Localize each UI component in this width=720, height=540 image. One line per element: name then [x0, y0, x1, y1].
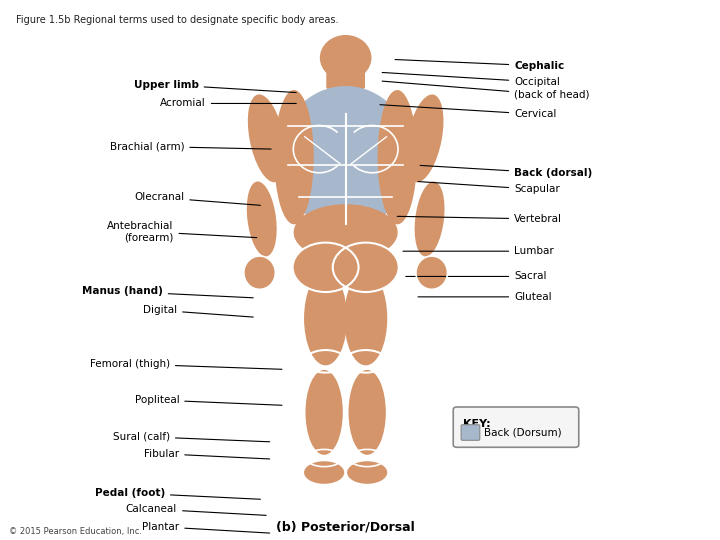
Ellipse shape	[347, 461, 387, 484]
Text: (b) Posterior/Dorsal: (b) Posterior/Dorsal	[276, 520, 415, 533]
Text: Popliteal: Popliteal	[135, 395, 282, 405]
Text: Back (Dorsum): Back (Dorsum)	[484, 427, 562, 437]
Text: Digital: Digital	[143, 305, 253, 317]
Ellipse shape	[377, 90, 417, 224]
Text: Figure 1.5b Regional terms used to designate specific body areas.: Figure 1.5b Regional terms used to desig…	[16, 15, 338, 25]
Text: Brachial (arm): Brachial (arm)	[109, 141, 271, 151]
Ellipse shape	[294, 204, 397, 261]
Text: Cephalic: Cephalic	[395, 59, 564, 71]
Text: Plantar: Plantar	[142, 522, 270, 533]
FancyBboxPatch shape	[326, 64, 365, 89]
Ellipse shape	[320, 35, 372, 80]
Text: © 2015 Pearson Education, Inc.: © 2015 Pearson Education, Inc.	[9, 527, 142, 536]
Text: Sacral: Sacral	[406, 272, 546, 281]
Text: Back (dorsal): Back (dorsal)	[420, 165, 593, 178]
Ellipse shape	[304, 271, 347, 366]
Ellipse shape	[348, 370, 386, 455]
Ellipse shape	[279, 86, 412, 228]
Text: (back of head): (back of head)	[382, 81, 590, 100]
FancyBboxPatch shape	[461, 425, 480, 440]
Ellipse shape	[415, 181, 444, 256]
Text: Cervical: Cervical	[380, 105, 557, 119]
Text: Occipital: Occipital	[382, 72, 560, 87]
Text: KEY:: KEY:	[462, 419, 490, 429]
Text: Acromial: Acromial	[160, 98, 296, 109]
Ellipse shape	[274, 90, 314, 224]
Text: Olecranal: Olecranal	[134, 192, 261, 205]
Text: Gluteal: Gluteal	[418, 292, 552, 302]
Text: Sural (calf): Sural (calf)	[113, 431, 270, 442]
Text: Lumbar: Lumbar	[403, 246, 554, 256]
Ellipse shape	[248, 94, 286, 183]
Text: Fibular: Fibular	[144, 449, 270, 459]
Ellipse shape	[244, 256, 275, 289]
Ellipse shape	[405, 94, 444, 183]
Ellipse shape	[304, 461, 344, 484]
Text: Upper limb: Upper limb	[134, 80, 296, 92]
Text: Antebrachial
(forearm): Antebrachial (forearm)	[107, 220, 257, 242]
Ellipse shape	[333, 242, 399, 292]
FancyBboxPatch shape	[453, 407, 579, 447]
Ellipse shape	[344, 271, 387, 366]
Ellipse shape	[247, 181, 276, 256]
Text: Scapular: Scapular	[418, 181, 560, 194]
Ellipse shape	[416, 256, 448, 289]
Text: Femoral (thigh): Femoral (thigh)	[90, 359, 282, 369]
Text: Vertebral: Vertebral	[397, 214, 562, 224]
Text: Manus (hand): Manus (hand)	[82, 287, 253, 298]
Text: Pedal (foot): Pedal (foot)	[94, 488, 261, 500]
Ellipse shape	[305, 370, 343, 455]
Text: Calcaneal: Calcaneal	[126, 504, 266, 515]
Ellipse shape	[292, 242, 359, 292]
